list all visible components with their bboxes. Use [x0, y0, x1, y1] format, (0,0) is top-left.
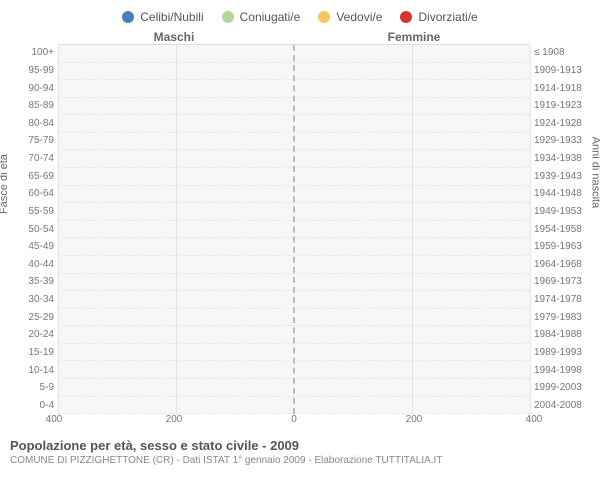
birth-year-label: 1919-1923 — [534, 97, 600, 115]
age-label: 20-24 — [0, 326, 54, 344]
gridline — [176, 45, 177, 414]
chart-title: Popolazione per età, sesso e stato civil… — [10, 438, 590, 453]
birth-year-label: 1984-1988 — [534, 326, 600, 344]
age-label: 75-79 — [0, 132, 54, 150]
age-label: 95-99 — [0, 62, 54, 80]
birth-year-label: 1979-1983 — [534, 308, 600, 326]
caption: Popolazione per età, sesso e stato civil… — [0, 430, 600, 468]
x-tick-label: 200 — [406, 414, 423, 425]
legend-label: Coniugati/e — [240, 10, 301, 24]
legend-item: Celibi/Nubili — [122, 10, 203, 24]
birth-year-label: 1924-1928 — [534, 115, 600, 133]
legend-label: Celibi/Nubili — [140, 10, 203, 24]
birth-year-label: 1959-1963 — [534, 238, 600, 256]
birth-year-labels-column: ≤ 19081909-19131914-19181919-19231924-19… — [530, 44, 600, 414]
gridline — [58, 45, 59, 414]
gridline — [412, 45, 413, 414]
column-headers: Maschi Femmine — [0, 30, 600, 44]
birth-year-label: 1994-1998 — [534, 361, 600, 379]
legend-label: Vedovi/e — [336, 10, 382, 24]
x-tick-label: 400 — [526, 414, 543, 425]
age-labels-column: 100+95-9990-9485-8980-8475-7970-7465-696… — [0, 44, 58, 414]
chart-subtitle: COMUNE DI PIZZIGHETTONE (CR) - Dati ISTA… — [10, 455, 590, 466]
age-label: 100+ — [0, 44, 54, 62]
legend: Celibi/Nubili Coniugati/e Vedovi/e Divorzia… — [0, 0, 600, 30]
x-axis: 400 200 0 200 400 — [0, 414, 600, 430]
legend-item: Divorziati/e — [400, 10, 477, 24]
legend-label: Divorziati/e — [418, 10, 477, 24]
x-tick-label: 400 — [46, 414, 63, 425]
birth-year-label: ≤ 1908 — [534, 44, 600, 62]
birth-year-label: 1954-1958 — [534, 220, 600, 238]
age-label: 5-9 — [0, 379, 54, 397]
age-label: 80-84 — [0, 115, 54, 133]
age-label: 45-49 — [0, 238, 54, 256]
legend-swatch — [122, 11, 134, 23]
legend-item: Vedovi/e — [318, 10, 382, 24]
birth-year-label: 1909-1913 — [534, 62, 600, 80]
age-label: 40-44 — [0, 256, 54, 274]
age-label: 85-89 — [0, 97, 54, 115]
age-label: 50-54 — [0, 220, 54, 238]
legend-swatch — [222, 11, 234, 23]
birth-year-label: 1914-1918 — [534, 79, 600, 97]
birth-year-label: 1989-1993 — [534, 344, 600, 362]
center-axis-line — [293, 45, 295, 414]
age-label: 30-34 — [0, 291, 54, 309]
age-label: 10-14 — [0, 361, 54, 379]
plot-area — [58, 44, 530, 414]
birth-year-label: 2004-2008 — [534, 397, 600, 415]
birth-year-label: 1969-1973 — [534, 273, 600, 291]
header-male: Maschi — [54, 30, 294, 44]
y-axis-title-left: Fasce di età — [0, 154, 10, 214]
legend-item: Coniugati/e — [222, 10, 301, 24]
age-label: 90-94 — [0, 79, 54, 97]
age-label: 25-29 — [0, 308, 54, 326]
gridline — [530, 45, 531, 414]
header-female: Femmine — [294, 30, 534, 44]
birth-year-label: 1974-1978 — [534, 291, 600, 309]
chart-area: Fasce di età Anni di nascita 100+95-9990… — [0, 44, 600, 414]
legend-swatch — [318, 11, 330, 23]
y-axis-title-right: Anni di nascita — [590, 137, 600, 209]
legend-swatch — [400, 11, 412, 23]
x-tick-label: 0 — [291, 414, 297, 425]
age-label: 35-39 — [0, 273, 54, 291]
x-tick-label: 200 — [166, 414, 183, 425]
birth-year-label: 1964-1968 — [534, 256, 600, 274]
birth-year-label: 1999-2003 — [534, 379, 600, 397]
age-label: 0-4 — [0, 397, 54, 415]
age-label: 15-19 — [0, 344, 54, 362]
